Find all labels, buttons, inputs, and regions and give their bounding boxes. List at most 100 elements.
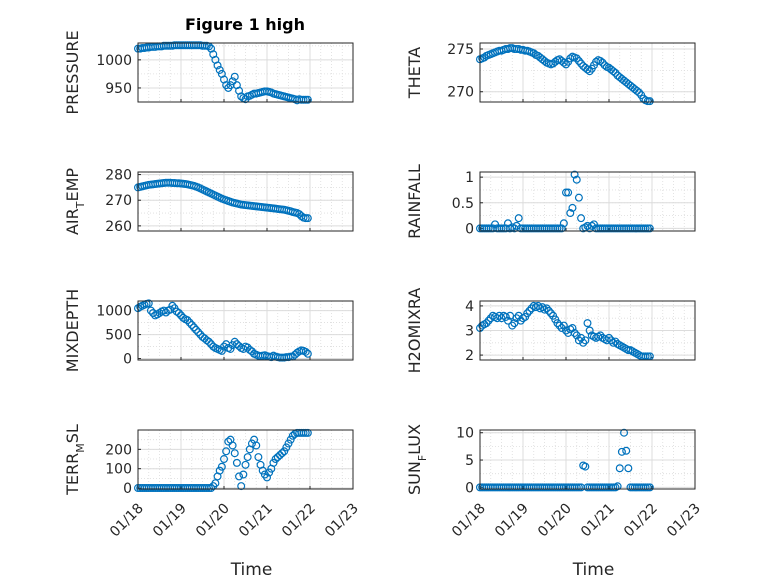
data-point xyxy=(480,53,489,62)
data-point xyxy=(265,468,274,477)
data-point xyxy=(243,453,252,462)
y-tick-label: 275 xyxy=(447,42,474,58)
y-tick-label: 1000 xyxy=(96,304,132,320)
data-point xyxy=(577,59,586,68)
subplot-4: 0 0.5 1 RAINFALL xyxy=(405,164,696,239)
data-point xyxy=(491,220,500,229)
data-point xyxy=(553,224,562,233)
data-point xyxy=(559,321,568,330)
data-point xyxy=(600,61,609,70)
data-point xyxy=(622,446,631,455)
data-point xyxy=(624,464,633,473)
data-point xyxy=(572,331,581,340)
data-point xyxy=(192,325,201,334)
data-point xyxy=(252,441,261,450)
data-point xyxy=(568,203,577,212)
data-point xyxy=(572,175,581,184)
x-tick-label: 01/23 xyxy=(664,501,704,541)
y-tick-label: 0.5 xyxy=(452,196,474,212)
y-tick-label: 10 xyxy=(456,426,474,442)
data-point xyxy=(254,453,263,462)
data-point xyxy=(484,224,493,233)
data-point xyxy=(241,460,250,469)
data-point xyxy=(204,484,213,493)
data-point xyxy=(620,428,629,437)
data-point xyxy=(566,209,575,218)
x-tick-label: 01/22 xyxy=(621,501,661,541)
y-tick-label: 260 xyxy=(105,219,132,235)
data-series xyxy=(134,178,312,223)
data-point xyxy=(529,49,538,58)
data-point xyxy=(613,482,622,491)
data-point xyxy=(284,439,293,448)
data-point xyxy=(581,462,590,471)
data-point xyxy=(609,483,618,492)
axes-background xyxy=(479,429,696,490)
data-point xyxy=(641,483,650,492)
axes-frame xyxy=(137,429,354,490)
data-point xyxy=(546,309,555,318)
data-point xyxy=(540,56,549,65)
data-point xyxy=(615,464,624,473)
y-tick-label: 0 xyxy=(465,221,474,237)
x-tick-label: 01/21 xyxy=(236,501,276,541)
data-point xyxy=(585,326,594,335)
x-tick-label: 01/18 xyxy=(107,501,147,541)
data-series xyxy=(134,428,312,493)
data-point xyxy=(538,303,547,312)
y-tick-label: 200 xyxy=(105,442,132,458)
data-series xyxy=(476,170,654,233)
data-point xyxy=(542,304,551,313)
data-point xyxy=(559,219,568,228)
data-point xyxy=(561,188,570,197)
y-tick-label: 3 xyxy=(465,324,474,340)
subplot-3: 260 270 280 AIRTEMP xyxy=(63,168,354,235)
data-point xyxy=(557,224,566,233)
data-point xyxy=(230,337,239,346)
data-point xyxy=(561,60,570,69)
axes-frame xyxy=(479,429,696,490)
data-point xyxy=(585,67,594,76)
data-point xyxy=(301,347,310,356)
data-point xyxy=(577,214,586,223)
data-point xyxy=(482,319,491,328)
data-point xyxy=(204,337,213,346)
y-axis-label: AIRTEMP xyxy=(63,168,87,235)
data-point xyxy=(286,435,295,444)
data-point xyxy=(185,318,194,327)
y-tick-label: 100 xyxy=(105,462,132,478)
data-point xyxy=(523,309,532,318)
data-point xyxy=(645,224,654,233)
subplot-6: 2 3 4 H2OMIXRA xyxy=(405,288,696,373)
axes-frame xyxy=(479,300,696,361)
data-point xyxy=(570,170,579,179)
x-tick-label: 01/19 xyxy=(492,501,532,541)
data-point xyxy=(301,95,310,104)
data-point xyxy=(589,220,598,229)
y-tick-label: 280 xyxy=(105,168,132,184)
data-point xyxy=(230,449,239,458)
data-point xyxy=(247,439,256,448)
data-point xyxy=(226,344,235,353)
data-point xyxy=(303,214,312,223)
data-series xyxy=(476,44,654,106)
subplot-7: 0 100 200 TERRMSL 01/18 01/19 01/20 01/21 01/22 0… xyxy=(63,424,362,580)
data-point xyxy=(282,443,291,452)
data-point xyxy=(222,447,231,456)
data-point xyxy=(611,68,620,77)
data-point xyxy=(303,95,312,104)
data-series xyxy=(476,301,654,361)
data-point xyxy=(144,299,153,308)
data-point xyxy=(239,470,248,479)
y-tick-label: 1000 xyxy=(96,53,132,69)
data-point xyxy=(217,346,226,355)
data-point xyxy=(299,95,308,104)
data-point xyxy=(189,323,198,332)
data-point xyxy=(559,58,568,67)
data-point xyxy=(174,308,183,317)
data-point xyxy=(643,483,652,492)
data-point xyxy=(230,72,239,81)
data-point xyxy=(278,449,287,458)
data-point xyxy=(568,324,577,333)
x-tick-label: 01/21 xyxy=(578,501,618,541)
